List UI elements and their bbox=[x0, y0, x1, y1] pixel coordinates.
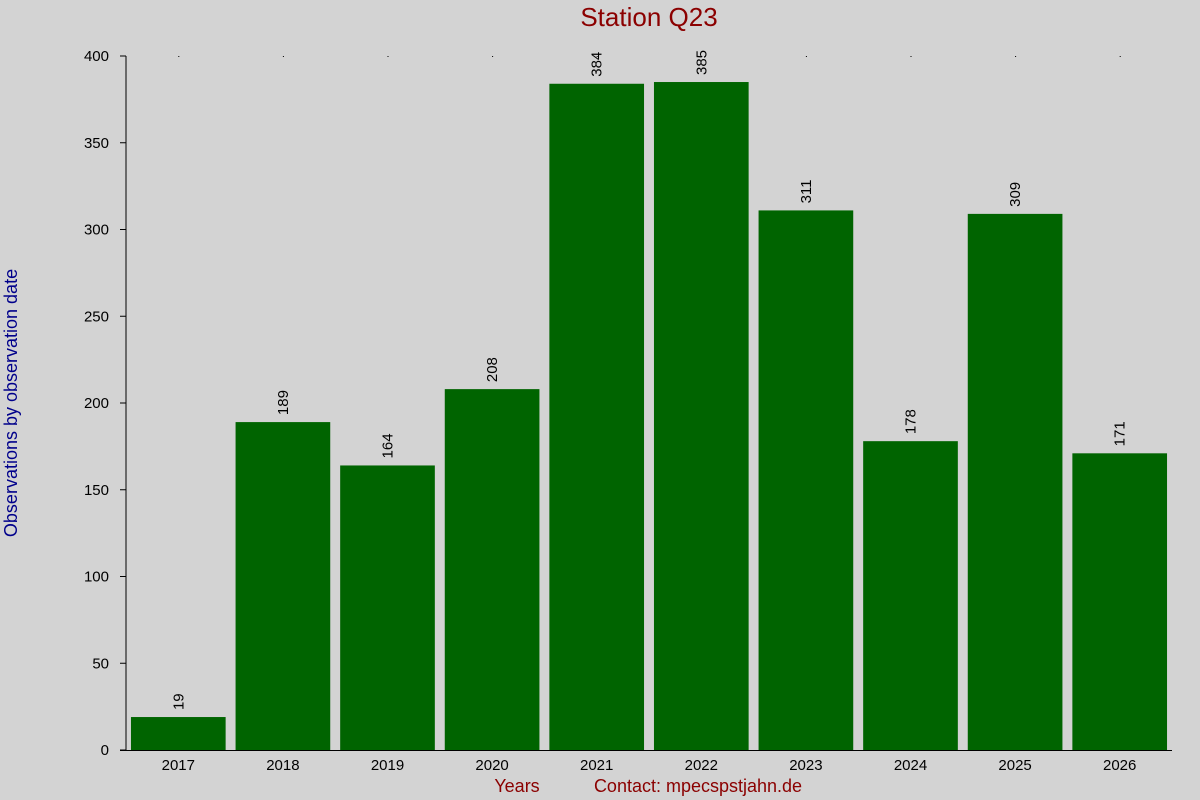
x-tick-label-2022: 2022 bbox=[685, 757, 718, 774]
bar-2018 bbox=[235, 422, 331, 750]
top-tick-mark bbox=[596, 56, 598, 57]
value-label-2022: 385 bbox=[693, 50, 710, 75]
x-tick-label-2019: 2019 bbox=[371, 757, 404, 774]
chart-title: Station Q23 bbox=[580, 2, 717, 32]
value-label-2026: 171 bbox=[1112, 421, 1129, 446]
top-tick-mark bbox=[910, 56, 912, 57]
value-label-2024: 178 bbox=[903, 409, 920, 434]
bar-2022 bbox=[653, 82, 749, 750]
y-tick-label: 0 bbox=[101, 742, 109, 759]
x-axis-label: Years bbox=[494, 776, 539, 796]
value-label-2023: 311 bbox=[798, 179, 815, 203]
y-tick-label: 200 bbox=[84, 395, 109, 412]
bar-2023 bbox=[758, 210, 854, 751]
bar-2025 bbox=[967, 213, 1063, 750]
bar-2017 bbox=[130, 717, 226, 750]
top-tick-mark bbox=[1015, 56, 1017, 57]
value-label-2020: 208 bbox=[484, 357, 501, 382]
bar-2026 bbox=[1072, 453, 1168, 750]
top-tick-mark bbox=[282, 56, 284, 57]
bars: 19 189 164 208 384 385 311 178 309 171 bbox=[130, 50, 1168, 751]
y-axis-label: Observations by observation date bbox=[1, 269, 21, 537]
bar-2019 bbox=[340, 465, 435, 750]
value-label-2018: 189 bbox=[275, 390, 292, 415]
bar-2024 bbox=[863, 441, 958, 750]
value-label-2019: 164 bbox=[380, 433, 397, 458]
x-tick-label-2021: 2021 bbox=[580, 757, 613, 774]
y-tick-label: 300 bbox=[84, 222, 109, 239]
x-tick-label-2017: 2017 bbox=[162, 757, 195, 774]
bar-2020 bbox=[444, 389, 540, 750]
top-tick-mark bbox=[701, 56, 703, 57]
x-tick-label-2026: 2026 bbox=[1103, 757, 1136, 774]
top-tick-mark bbox=[387, 56, 389, 57]
y-tick-label: 400 bbox=[84, 48, 109, 65]
y-tick-label: 150 bbox=[84, 482, 109, 499]
value-label-2021: 384 bbox=[589, 52, 606, 77]
top-tick-mark bbox=[805, 56, 807, 57]
x-tick-label-2023: 2023 bbox=[789, 757, 822, 774]
x-axis: 2017 2018 2019 2020 2021 2022 2023 2024 2025 2026 bbox=[162, 56, 1136, 774]
y-tick-label: 350 bbox=[84, 135, 109, 152]
x-tick-label-2025: 2025 bbox=[998, 757, 1031, 774]
y-tick-label: 50 bbox=[92, 655, 109, 672]
value-label-2025: 309 bbox=[1007, 182, 1024, 207]
value-label-2017: 19 bbox=[170, 693, 187, 710]
y-axis: 0 50 100 150 200 250 300 350 400 bbox=[84, 48, 126, 759]
bar-2021 bbox=[549, 83, 645, 750]
top-tick-mark bbox=[178, 56, 180, 57]
top-tick-mark bbox=[1119, 56, 1121, 57]
contact-note: Contact: mpecspstjahn.de bbox=[594, 776, 802, 796]
y-tick-label: 100 bbox=[84, 569, 109, 586]
x-tick-label-2018: 2018 bbox=[266, 757, 299, 774]
top-tick-mark bbox=[492, 56, 494, 57]
y-tick-label: 250 bbox=[84, 308, 109, 325]
x-tick-label-2020: 2020 bbox=[475, 757, 508, 774]
x-tick-label-2024: 2024 bbox=[894, 757, 927, 774]
